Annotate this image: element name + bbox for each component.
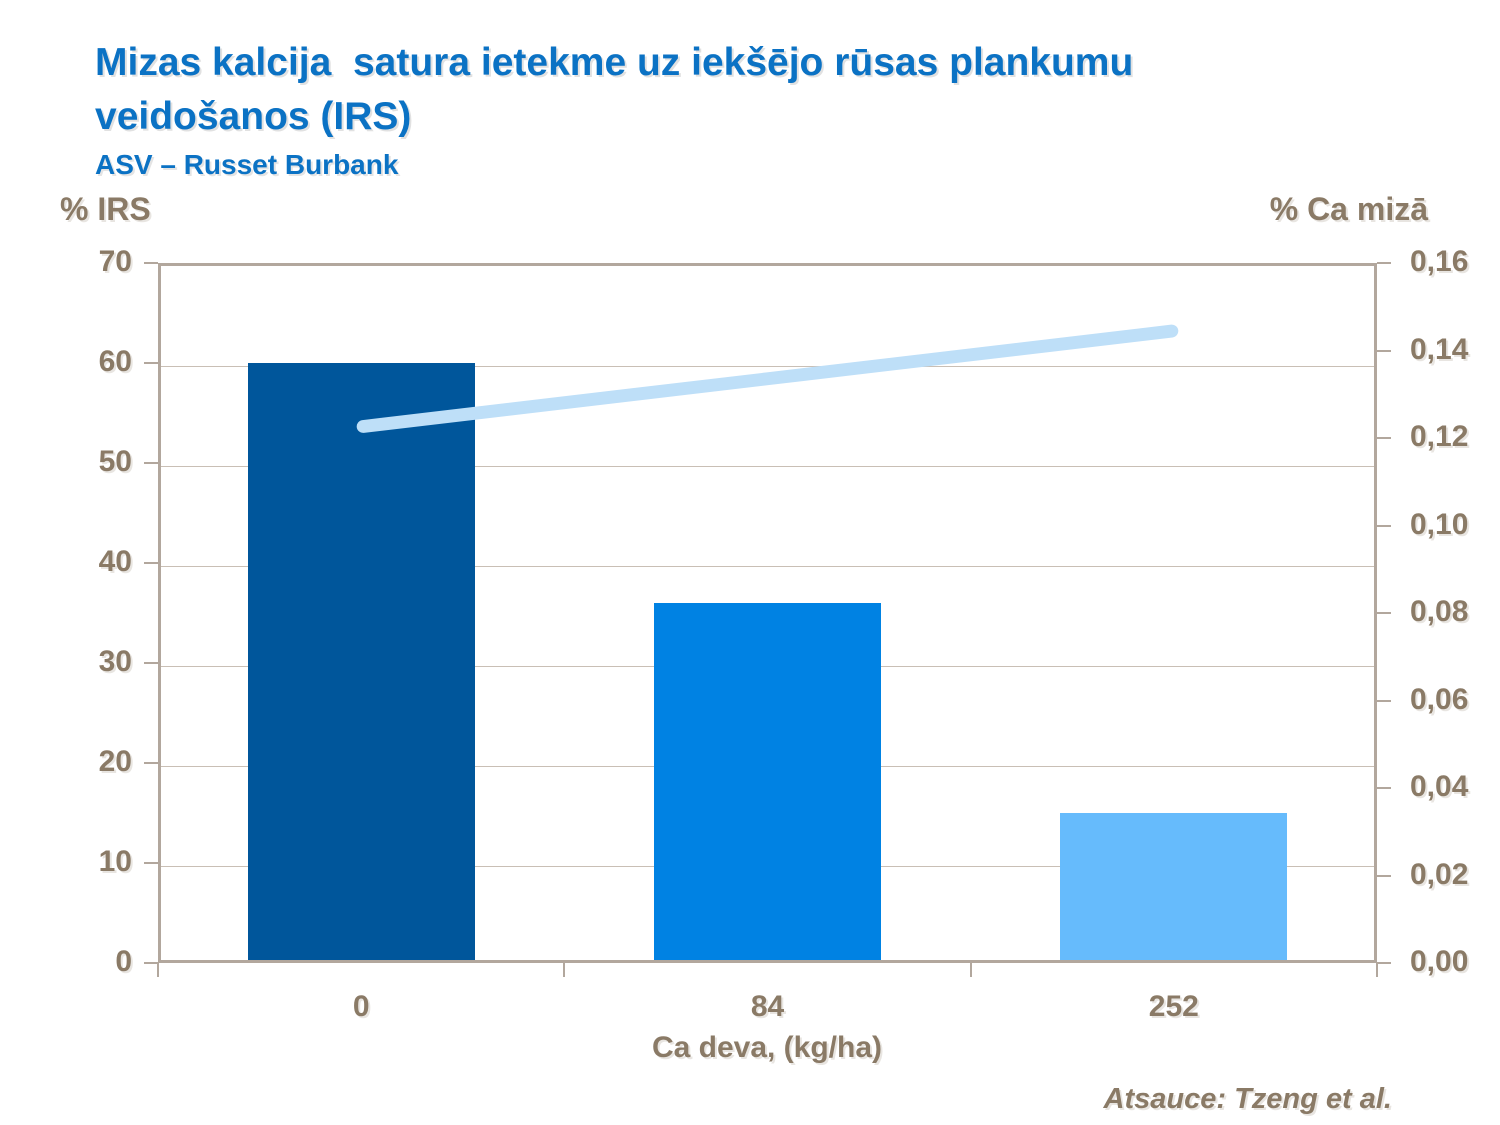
right-axis-tick-label: 0,16 <box>1410 245 1469 278</box>
left-axis-tick-label: 20 <box>98 745 132 778</box>
x-axis-tick <box>157 963 159 977</box>
x-axis-category-label: 252 <box>1148 990 1199 1023</box>
gridline <box>161 365 1374 367</box>
source-credit: Atsauce: Tzeng et al. <box>1103 1083 1392 1115</box>
plot-area <box>158 263 1377 963</box>
left-axis-unit-label: % IRS <box>60 191 151 227</box>
bar-84 <box>654 603 881 960</box>
right-axis-tick <box>1377 349 1391 352</box>
left-axis-tick-label: 70 <box>98 245 132 278</box>
x-axis-tick <box>1376 963 1378 977</box>
left-axis-tick <box>144 962 158 964</box>
left-axis-tick <box>144 662 158 664</box>
left-axis-tick-label: 10 <box>98 845 132 878</box>
left-axis-tick-label: 60 <box>98 345 132 378</box>
right-axis-tick <box>1377 962 1391 964</box>
left-axis-tick-label: 30 <box>98 645 132 678</box>
x-axis-category-label: 0 <box>352 990 370 1023</box>
chart-subtitle: ASV – Russet Burbank <box>95 149 399 180</box>
chart-title: Mizas kalcija satura ietekme uz iekšējo … <box>95 41 1145 138</box>
right-axis-tick <box>1377 262 1391 264</box>
left-axis-tick <box>144 462 158 464</box>
gridline <box>161 565 1374 567</box>
right-axis-tick-label: 0,14 <box>1410 332 1469 366</box>
right-axis-tick <box>1377 612 1391 614</box>
right-axis-tick <box>1377 524 1391 527</box>
left-axis-tick-label: 50 <box>98 445 132 478</box>
right-axis-tick-label: 0,04 <box>1410 770 1469 803</box>
trend-line <box>356 324 1179 433</box>
x-axis-title: Ca deva, (kg/ha) <box>651 1031 883 1064</box>
right-axis-tick-label: 0,00 <box>1410 945 1469 978</box>
left-axis-tick <box>144 562 158 564</box>
x-axis-tick <box>969 963 972 977</box>
bar-0 <box>247 363 475 960</box>
gridline <box>161 465 1374 467</box>
right-axis-tick-label: 0,10 <box>1410 507 1469 541</box>
right-axis-tick-label: 0,12 <box>1410 420 1469 453</box>
x-axis-category-label: 84 <box>750 990 785 1023</box>
bar-252 <box>1060 813 1288 960</box>
left-axis-tick <box>144 862 158 864</box>
right-axis-tick-label: 0,08 <box>1410 595 1469 628</box>
left-axis-tick <box>144 262 158 264</box>
right-axis-tick <box>1377 874 1391 877</box>
left-axis-tick-label: 0 <box>115 945 132 978</box>
x-axis-tick <box>563 963 566 977</box>
left-axis-tick <box>144 762 158 764</box>
left-axis-tick-label: 40 <box>98 545 132 578</box>
right-axis-tick <box>1377 699 1391 702</box>
right-axis-tick <box>1377 437 1391 439</box>
right-axis-tick-label: 0,02 <box>1410 857 1469 891</box>
right-axis-tick <box>1377 787 1391 789</box>
right-axis-tick-label: 0,06 <box>1410 682 1469 716</box>
right-axis-unit-label: % Ca mizā <box>1269 191 1428 227</box>
left-axis-tick <box>144 362 158 364</box>
